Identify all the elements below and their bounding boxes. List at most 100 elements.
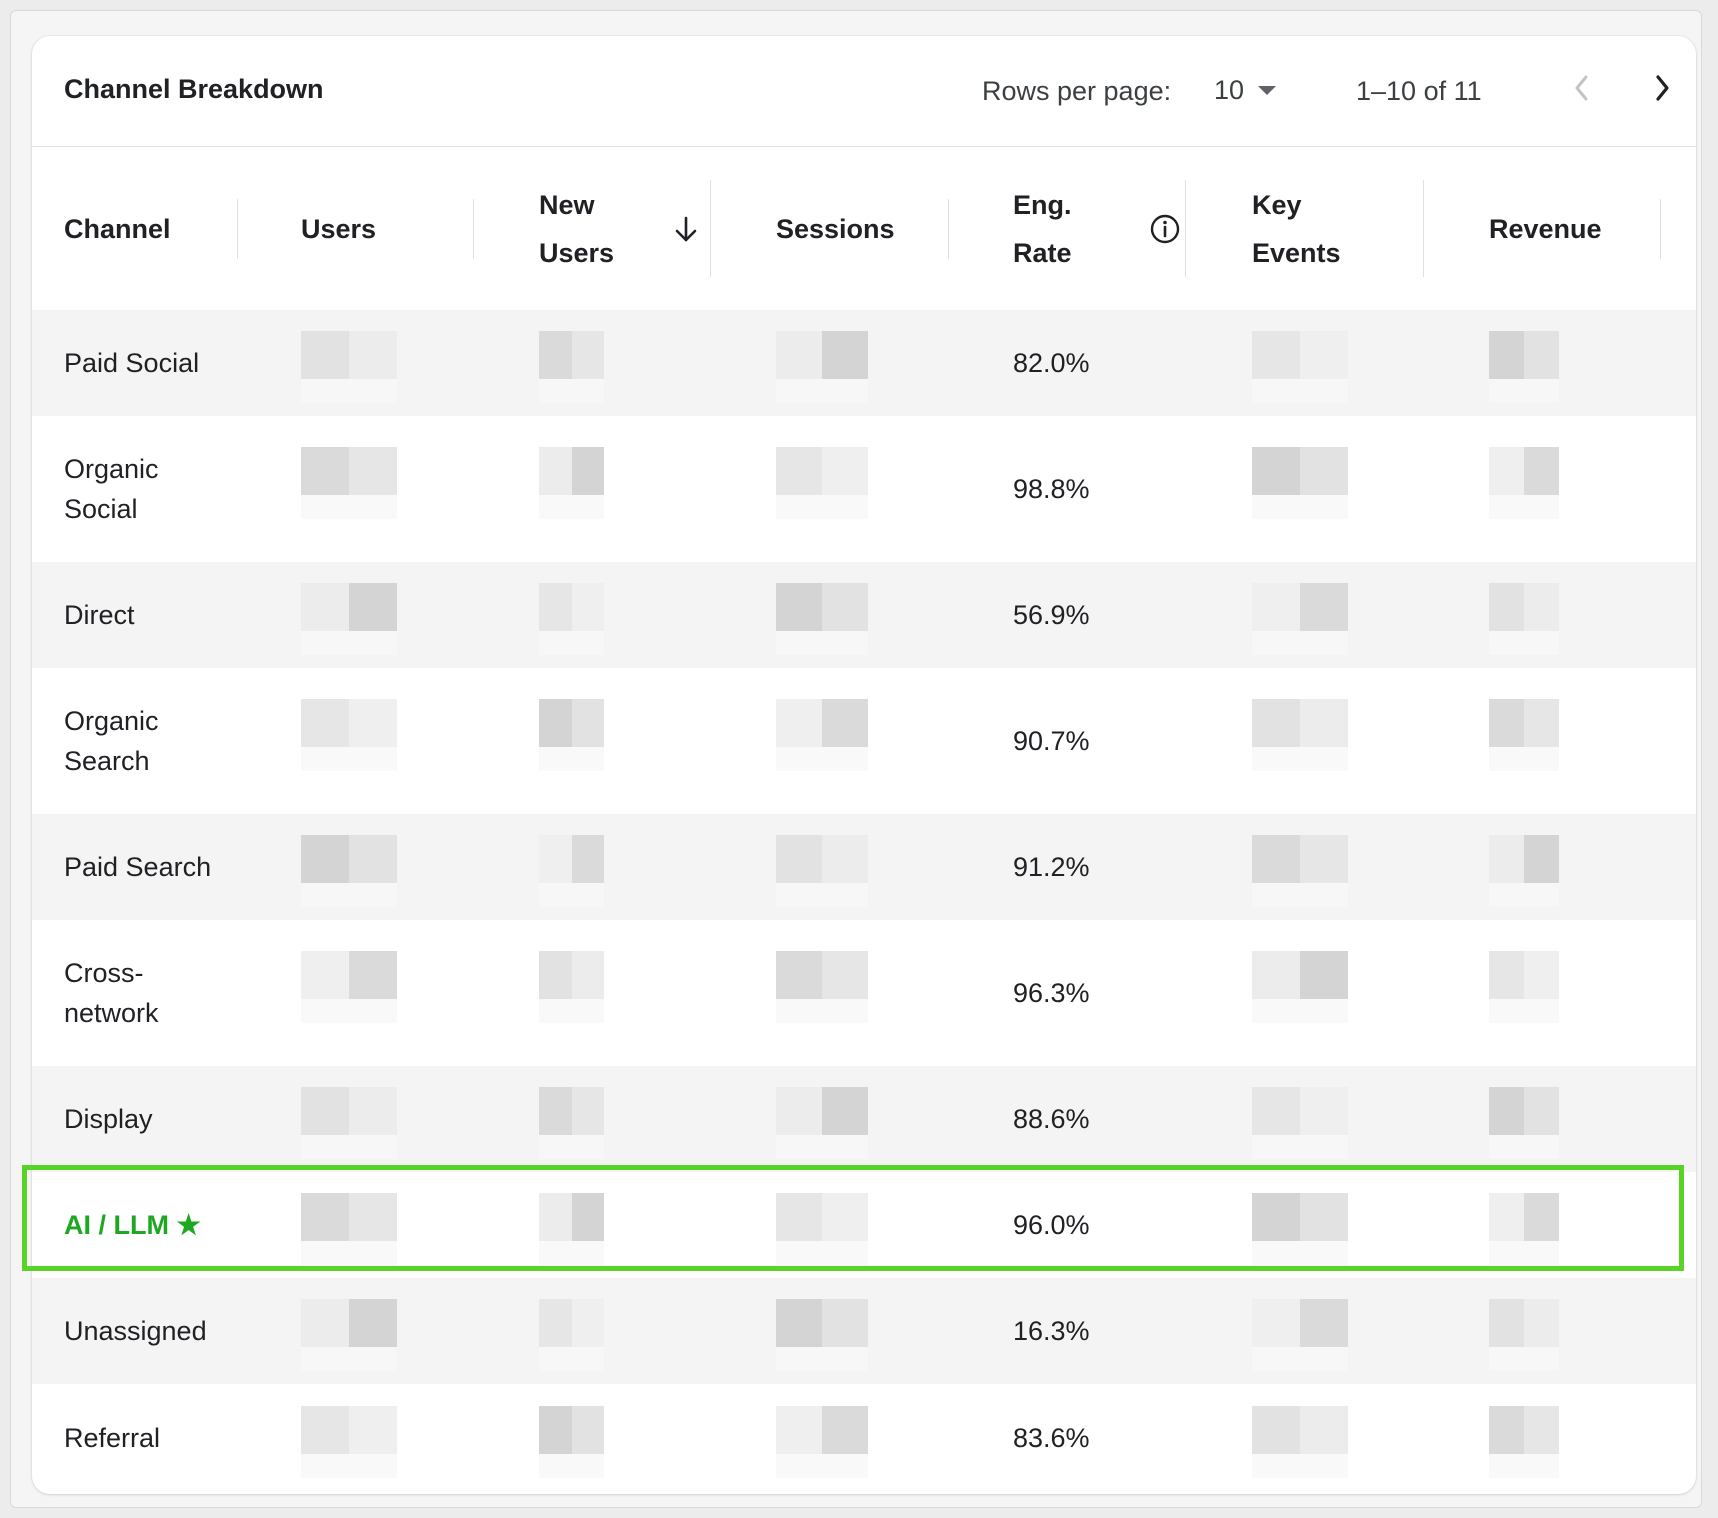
cell-channel-line2: Social	[64, 494, 138, 524]
table-row[interactable]: Organic Social 98.8%	[32, 416, 1696, 562]
redacted-value	[539, 1406, 572, 1454]
redacted-value	[1489, 835, 1524, 883]
table-row[interactable]: Direct 56.9%	[32, 562, 1696, 668]
cell-channel: Organic Social	[64, 416, 264, 562]
column-header-key-events-line1: Key	[1252, 189, 1302, 220]
redacted-value	[1489, 1406, 1524, 1454]
redacted-value	[1252, 747, 1348, 771]
cell-eng-rate: 96.0%	[1013, 1209, 1090, 1240]
redacted-value	[776, 1406, 822, 1454]
redacted-value	[822, 699, 868, 747]
redacted-value	[1489, 379, 1559, 403]
redacted-value	[539, 495, 604, 519]
column-header-sessions[interactable]: Sessions	[776, 213, 895, 244]
redacted-value	[1252, 447, 1300, 495]
redacted-value	[572, 1193, 604, 1241]
redacted-value	[572, 1406, 604, 1454]
column-header-revenue[interactable]: Revenue	[1489, 213, 1602, 244]
cell-channel-label: Unassigned	[64, 1316, 207, 1346]
redacted-value	[776, 1193, 822, 1241]
cell-eng-rate: 83.6%	[1013, 1422, 1090, 1453]
cell-channel-line1: Cross-	[64, 958, 144, 988]
redacted-value	[1252, 1347, 1348, 1371]
redacted-value	[539, 1135, 604, 1159]
redacted-value	[1252, 999, 1348, 1023]
redacted-value	[1524, 331, 1559, 379]
redacted-value	[822, 951, 868, 999]
redacted-value	[539, 379, 604, 403]
redacted-value	[301, 495, 397, 519]
redacted-value	[1489, 999, 1559, 1023]
next-page-button[interactable]	[1640, 66, 1684, 110]
redacted-value	[822, 1299, 868, 1347]
redacted-value	[1252, 583, 1300, 631]
redacted-value	[1524, 583, 1559, 631]
column-header-users[interactable]: Users	[301, 213, 377, 244]
table-row[interactable]: Paid Social 82.0%	[32, 310, 1696, 416]
redacted-value	[776, 331, 822, 379]
redacted-value	[1300, 1299, 1348, 1347]
redacted-value	[301, 1299, 349, 1347]
redacted-value	[539, 331, 572, 379]
redacted-value	[539, 1299, 572, 1347]
redacted-value	[776, 835, 822, 883]
table-row[interactable]: Unassigned 16.3%	[32, 1278, 1696, 1384]
cell-channel: Direct	[64, 562, 264, 668]
column-header-key-events[interactable]: Key Events	[1252, 147, 1341, 310]
redacted-value	[539, 999, 604, 1023]
table-row[interactable]: AI / LLM ★ 96.0%	[32, 1172, 1696, 1278]
column-divider	[710, 180, 711, 277]
table-row[interactable]: Cross-network 96.3%	[32, 920, 1696, 1066]
redacted-value	[776, 1135, 868, 1159]
redacted-value	[776, 699, 822, 747]
cell-channel-line2: network	[64, 998, 159, 1028]
redacted-value	[1489, 1241, 1559, 1265]
column-header-new-users[interactable]: New Users	[539, 147, 614, 310]
previous-page-button[interactable]	[1560, 66, 1604, 110]
chevron-left-icon	[1575, 75, 1588, 101]
redacted-value	[1300, 835, 1348, 883]
redacted-value	[539, 1193, 572, 1241]
cell-channel: Unassigned	[64, 1278, 264, 1384]
redacted-value	[301, 699, 349, 747]
column-header-channel[interactable]: Channel	[64, 213, 171, 244]
rows-per-page-select[interactable]: 10	[1214, 70, 1277, 110]
table-row[interactable]: Paid Search 91.2%	[32, 814, 1696, 920]
rows-per-page-label: Rows per page:	[982, 76, 1172, 106]
cell-channel: Paid Social	[64, 310, 264, 416]
redacted-value	[776, 1454, 868, 1478]
redacted-value	[776, 883, 868, 907]
redacted-value	[1252, 699, 1300, 747]
redacted-value	[349, 1193, 397, 1241]
redacted-value	[301, 1347, 397, 1371]
redacted-value	[301, 1241, 397, 1265]
redacted-value	[1524, 1193, 1559, 1241]
redacted-value	[1489, 1454, 1559, 1478]
redacted-value	[1489, 699, 1524, 747]
rows-per-page-value: 10	[1214, 74, 1245, 105]
cell-channel: Paid Search	[64, 814, 264, 920]
table-row[interactable]: Display 88.6%	[32, 1066, 1696, 1172]
redacted-value	[301, 379, 397, 403]
table-row[interactable]: Referral 83.6%	[32, 1384, 1696, 1492]
column-divider	[1660, 199, 1661, 259]
redacted-value	[1489, 583, 1524, 631]
redacted-value	[572, 1087, 604, 1135]
redacted-value	[1489, 747, 1559, 771]
redacted-value	[349, 1087, 397, 1135]
redacted-value	[539, 883, 604, 907]
redacted-value	[1252, 379, 1348, 403]
redacted-value	[1300, 331, 1348, 379]
redacted-value	[1252, 1087, 1300, 1135]
card-title: Channel Breakdown	[64, 74, 324, 104]
redacted-value	[539, 747, 604, 771]
redacted-value	[349, 1299, 397, 1347]
arrow-down-icon[interactable]	[672, 215, 700, 245]
redacted-value	[1252, 631, 1348, 655]
table-row[interactable]: Organic Search 90.7%	[32, 668, 1696, 814]
cell-eng-rate: 56.9%	[1013, 599, 1090, 630]
redacted-value	[349, 447, 397, 495]
redacted-value	[301, 951, 349, 999]
info-icon[interactable]	[1149, 213, 1181, 245]
column-header-eng-rate[interactable]: Eng. Rate	[1013, 147, 1072, 310]
